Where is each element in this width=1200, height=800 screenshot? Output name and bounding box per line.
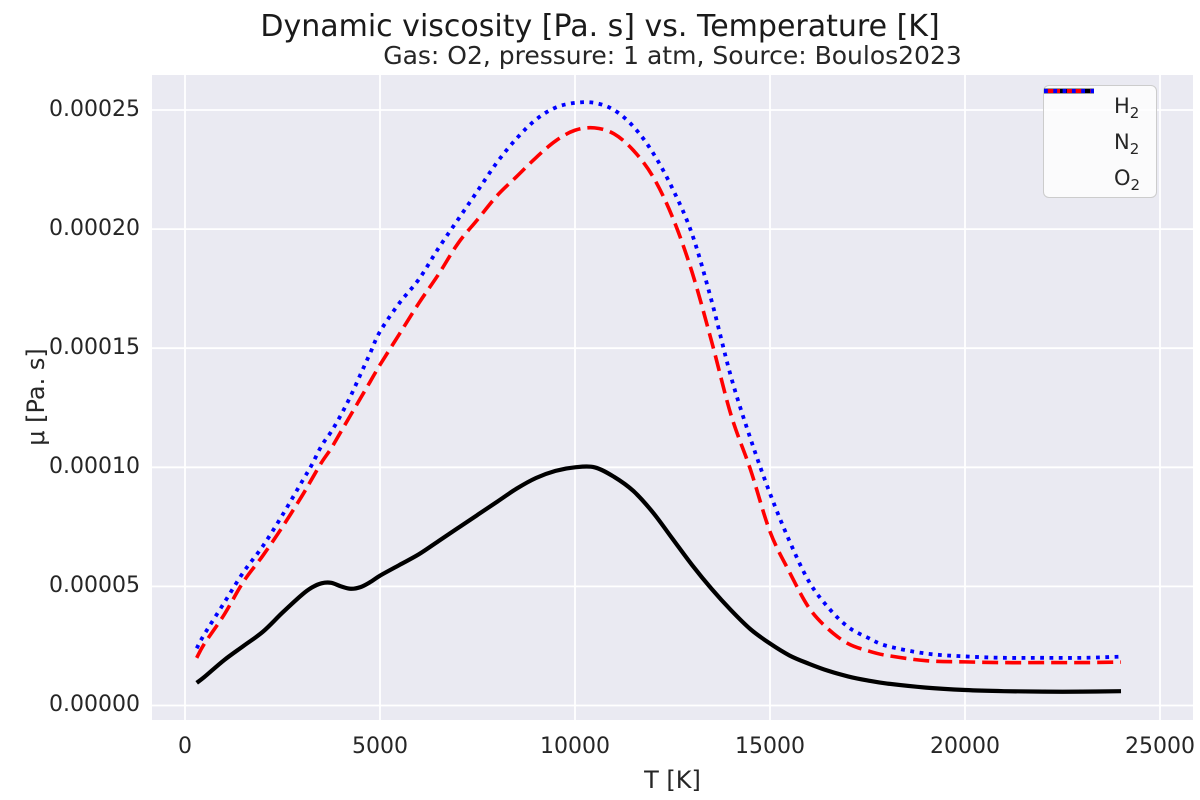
- legend: H2 N2 O2: [1043, 85, 1157, 198]
- x-tick-label: 5000: [351, 734, 408, 759]
- x-tick-label: 15000: [735, 734, 805, 759]
- series-lines: [195, 100, 1122, 694]
- x-tick-label: 0: [177, 734, 192, 759]
- x-axis-label: T [K]: [644, 766, 701, 794]
- y-axis-label: μ [Pa. s]: [22, 348, 50, 446]
- figure-title: Dynamic viscosity [Pa. s] vs. Temperatur…: [260, 9, 940, 44]
- legend-item-n2: N2: [1044, 88, 1156, 160]
- axes-subtitle: Gas: O2, pressure: 1 atm, Source: Boulos…: [383, 41, 962, 70]
- x-tick-label: 20000: [930, 734, 1000, 759]
- y-tick-label: 0.00020: [49, 216, 140, 242]
- y-tick-label: 0.00005: [49, 573, 140, 599]
- legend-item-o2: O2: [1044, 88, 1156, 196]
- y-tick-label: 0.00025: [49, 97, 140, 122]
- legend-label-n2: N2: [1114, 130, 1140, 159]
- gridlines: [152, 75, 1193, 720]
- dotted-line-sample-icon: [1044, 88, 1102, 183]
- h2-curve: [195, 464, 1122, 694]
- n2-curve: [195, 125, 1122, 665]
- x-tick-label: 25000: [1125, 734, 1195, 759]
- plot-background: [152, 75, 1193, 720]
- x-tick-label: 10000: [539, 734, 610, 759]
- legend-label-h2: H2: [1114, 94, 1140, 123]
- dashed-line-sample-icon: [1044, 88, 1102, 147]
- y-tick-label: 0.00000: [49, 692, 140, 718]
- solid-line-sample-icon: [1044, 88, 1102, 111]
- o2-curve: [195, 100, 1122, 660]
- axes-background: [152, 75, 1193, 720]
- legend-label-o2: O2: [1114, 166, 1141, 195]
- y-tick-label: 0.00010: [49, 454, 140, 480]
- y-tick-label: 0.00015: [49, 335, 140, 361]
